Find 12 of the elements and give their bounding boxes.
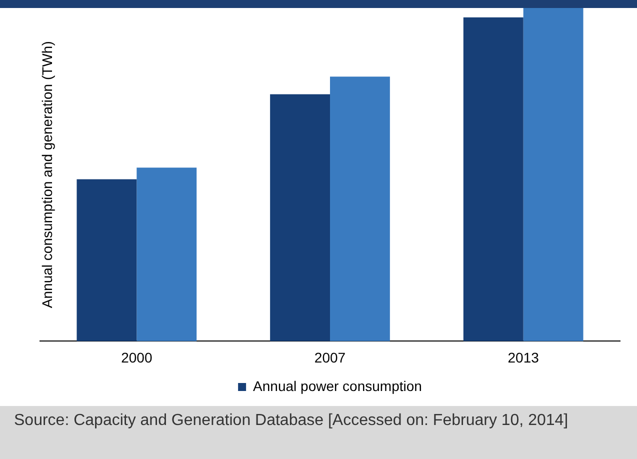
x-tick-label: 2000 [121, 349, 152, 366]
source-note: Source: Capacity and Generation Database [Accessed on: February 10, 2014] [14, 412, 570, 430]
x-tick-label: 2007 [314, 349, 346, 366]
bar [136, 168, 197, 342]
bar [330, 76, 390, 342]
bar [463, 17, 524, 342]
bar [270, 94, 330, 342]
bar [76, 179, 137, 342]
bar [523, 8, 584, 342]
y-axis-title: Annual consumption and generation (TWh) [38, 41, 55, 308]
legend-label: Annual power consumption [253, 378, 422, 394]
x-tick-label: 2013 [508, 349, 540, 366]
